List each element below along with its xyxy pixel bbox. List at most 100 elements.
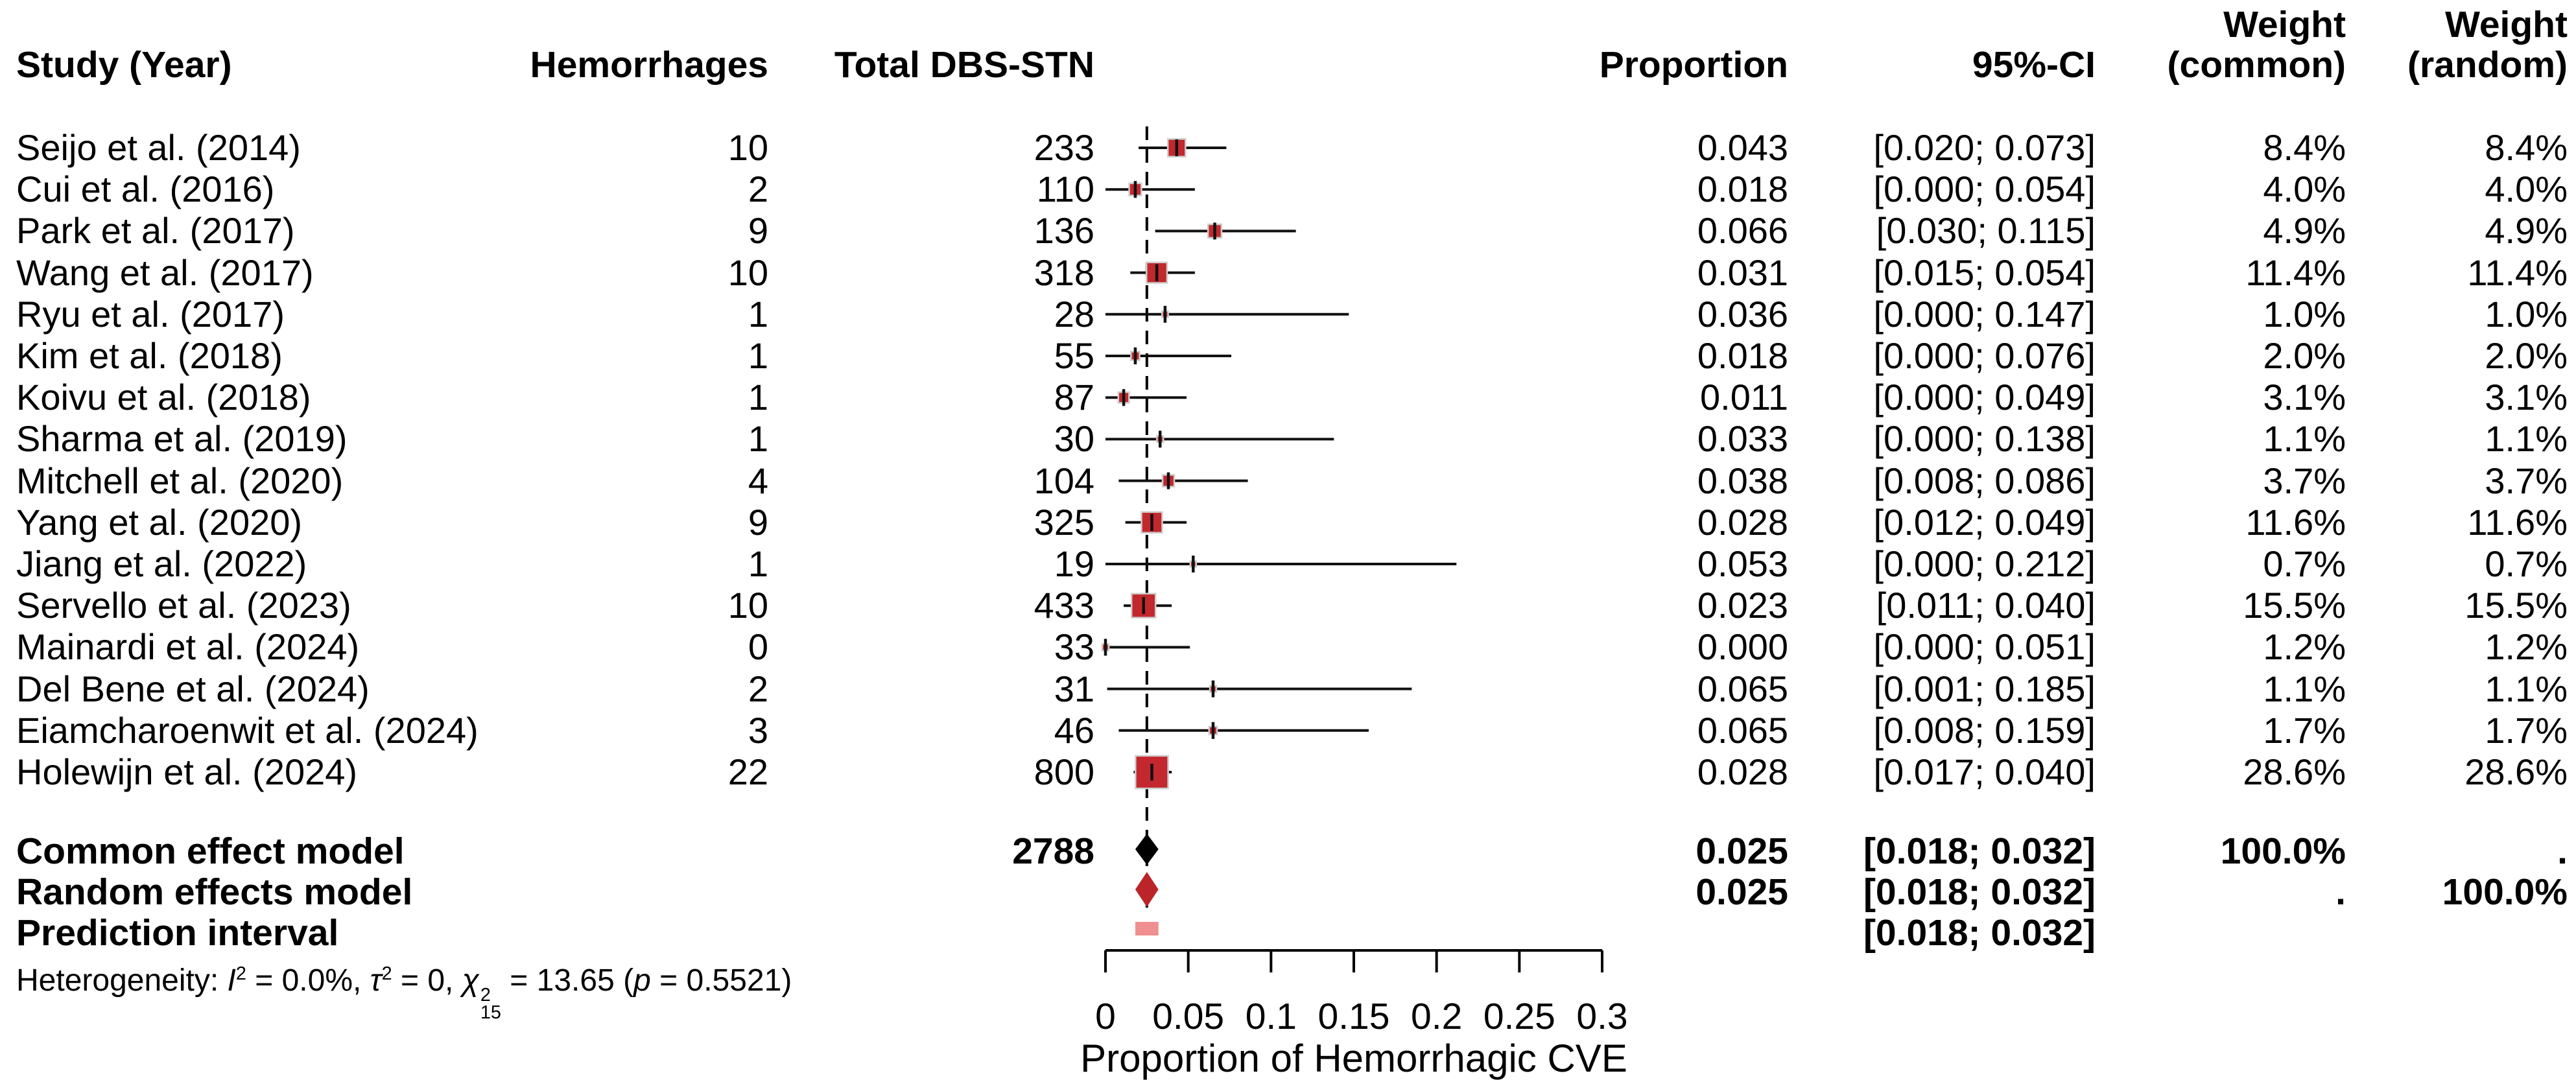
ci-value: [0.020; 0.073]	[1873, 127, 2096, 168]
hemorrhages-value: 1	[748, 377, 768, 418]
proportion-value: 0.065	[1697, 668, 1788, 709]
ci-value: [0.017; 0.040]	[1873, 751, 2096, 792]
study-name: Del Bene et al. (2024)	[16, 668, 370, 709]
table-row: Holewijn et al. (2024) 22 800 0.028 [0.017; …	[0, 753, 2576, 792]
table-row: Wang et al. (2017) 10 318 0.031 [0.015; 0.05…	[0, 253, 2576, 292]
x-axis-tick-label: 0	[1095, 996, 1116, 1037]
hemorrhages-value: 2	[748, 668, 768, 709]
weight-random-value: 4.9%	[2485, 210, 2568, 252]
weight-random-value: 8.4%	[2485, 127, 2568, 168]
study-name: Mainardi et al. (2024)	[16, 626, 360, 668]
total-value: 28	[1054, 293, 1094, 335]
study-name: Jiang et al. (2022)	[16, 543, 307, 584]
het-text: = 0,	[392, 963, 462, 998]
table-row: Servello et al. (2023) 10 433 0.023 [0.011; …	[0, 586, 2576, 625]
study-name: Servello et al. (2023)	[16, 585, 351, 626]
weight-random-value: 2.0%	[2485, 335, 2568, 376]
weight-random-value: 11.6%	[2467, 501, 2568, 543]
summary-common-ci: [0.018; 0.032]	[1863, 830, 2096, 872]
table-row: Kim et al. (2018) 1 55 0.018 [0.000; 0.076] 2…	[0, 336, 2576, 375]
weight-random-value: 1.7%	[2485, 709, 2568, 751]
study-name: Wang et al. (2017)	[16, 252, 314, 293]
weight-common-value: 2.0%	[2263, 335, 2346, 376]
weight-random-value: 1.0%	[2485, 293, 2568, 335]
summary-row-prediction-interval: Prediction interval [0.018; 0.032]	[0, 913, 2576, 952]
ci-value: [0.015; 0.054]	[1873, 252, 2096, 293]
ci-value: [0.030; 0.115]	[1876, 210, 2096, 252]
het-text: = 0.0%,	[246, 963, 370, 998]
weight-random-value: 1.1%	[2485, 668, 2568, 709]
header-weight-random-line1: Weight	[2445, 4, 2568, 45]
het-text: = 13.65 (	[501, 963, 634, 998]
study-name: Koivu et al. (2018)	[16, 377, 311, 418]
total-value: 318	[1034, 252, 1094, 293]
study-name: Mitchell et al. (2020)	[16, 460, 344, 501]
weight-random-value: 11.4%	[2467, 252, 2568, 293]
weight-common-value: 4.9%	[2263, 210, 2346, 252]
x-axis-tick-label: 0.3	[1576, 996, 1627, 1037]
summary-common-weight-common: 100.0%	[2220, 830, 2346, 872]
x-axis-tick-label: 0.05	[1152, 996, 1224, 1037]
heterogeneity-note: Heterogeneity: I2 = 0.0%, τ2 = 0, χ 2 15 =…	[16, 956, 792, 1022]
x-axis-title: Proportion of Hemorrhagic CVE	[1080, 1037, 1627, 1080]
ci-value: [0.008; 0.086]	[1873, 460, 2096, 501]
total-value: 136	[1034, 210, 1094, 252]
het-text: p	[633, 963, 651, 998]
hemorrhages-value: 9	[748, 210, 768, 252]
table-row: Del Bene et al. (2024) 2 31 0.065 [0.001; 0.…	[0, 668, 2576, 709]
ci-value: [0.000; 0.212]	[1873, 543, 2096, 584]
weight-common-value: 15.5%	[2243, 585, 2346, 626]
weight-common-value: 1.2%	[2263, 626, 2346, 668]
weight-random-value: 0.7%	[2485, 543, 2568, 584]
weight-random-value: 1.2%	[2485, 626, 2568, 668]
x-axis-tick-label: 0.2	[1411, 996, 1462, 1037]
study-name: Eiamcharoenwit et al. (2024)	[16, 709, 479, 751]
proportion-value: 0.036	[1697, 293, 1788, 335]
summary-random-label: Random effects model	[16, 871, 413, 913]
table-row: Yang et al. (2020) 9 325 0.028 [0.012; 0.049…	[0, 501, 2576, 543]
weight-common-value: 3.7%	[2263, 460, 2346, 501]
weight-random-value: 15.5%	[2464, 585, 2568, 626]
ci-value: [0.000; 0.138]	[1873, 418, 2096, 460]
ci-value: [0.001; 0.185]	[1873, 668, 2096, 709]
total-value: 233	[1034, 127, 1094, 168]
het-text: Heterogeneity:	[16, 963, 228, 998]
total-value: 19	[1054, 543, 1094, 584]
het-symbol: χ	[462, 963, 479, 998]
summary-random-weight-random: 100.0%	[2442, 871, 2568, 913]
proportion-value: 0.066	[1697, 210, 1788, 252]
hemorrhages-value: 1	[748, 293, 768, 335]
proportion-value: 0.065	[1697, 709, 1788, 751]
weight-random-value: 3.7%	[2485, 460, 2568, 501]
total-value: 800	[1034, 751, 1094, 792]
table-row: Ryu et al. (2017) 1 28 0.036 [0.000; 0.147] 1…	[0, 293, 2576, 335]
summary-common-total: 2788	[1012, 830, 1094, 872]
table-row: Jiang et al. (2022) 1 19 0.053 [0.000; 0.212…	[0, 545, 2576, 583]
hemorrhages-value: 0	[748, 626, 768, 668]
hemorrhages-value: 4	[748, 460, 768, 501]
het-symbol: I	[227, 963, 236, 998]
x-axis-tick-label: 0.15	[1318, 996, 1390, 1037]
table-row: Seijo et al. (2014) 10 233 0.043 [0.020; 0.0…	[0, 128, 2576, 167]
weight-random-value: 4.0%	[2485, 169, 2568, 210]
x-axis-tick-label: 0.1	[1246, 996, 1297, 1037]
ci-value: [0.000; 0.147]	[1873, 293, 2096, 335]
diamond-random-effects	[1135, 872, 1159, 907]
summary-random-weight-common: .	[2335, 871, 2346, 913]
weight-random-value: 3.1%	[2485, 377, 2568, 418]
hemorrhages-value: 1	[748, 543, 768, 584]
proportion-value: 0.033	[1697, 418, 1788, 460]
weight-random-value: 28.6%	[2464, 751, 2568, 792]
table-row: Mainardi et al. (2024) 0 33 0.000 [0.000; 0.…	[0, 628, 2576, 666]
hemorrhages-value: 22	[727, 751, 768, 792]
total-value: 87	[1054, 377, 1094, 418]
proportion-value: 0.043	[1697, 127, 1788, 168]
hemorrhages-value: 2	[748, 169, 768, 210]
hemorrhages-value: 9	[748, 501, 768, 543]
hemorrhages-value: 10	[727, 252, 768, 293]
header-ci: 95%-CI	[1972, 44, 2096, 86]
total-value: 30	[1054, 418, 1094, 460]
proportion-value: 0.028	[1697, 501, 1788, 543]
het-symbol: τ	[370, 963, 382, 998]
ci-value: [0.008; 0.159]	[1873, 709, 2096, 751]
